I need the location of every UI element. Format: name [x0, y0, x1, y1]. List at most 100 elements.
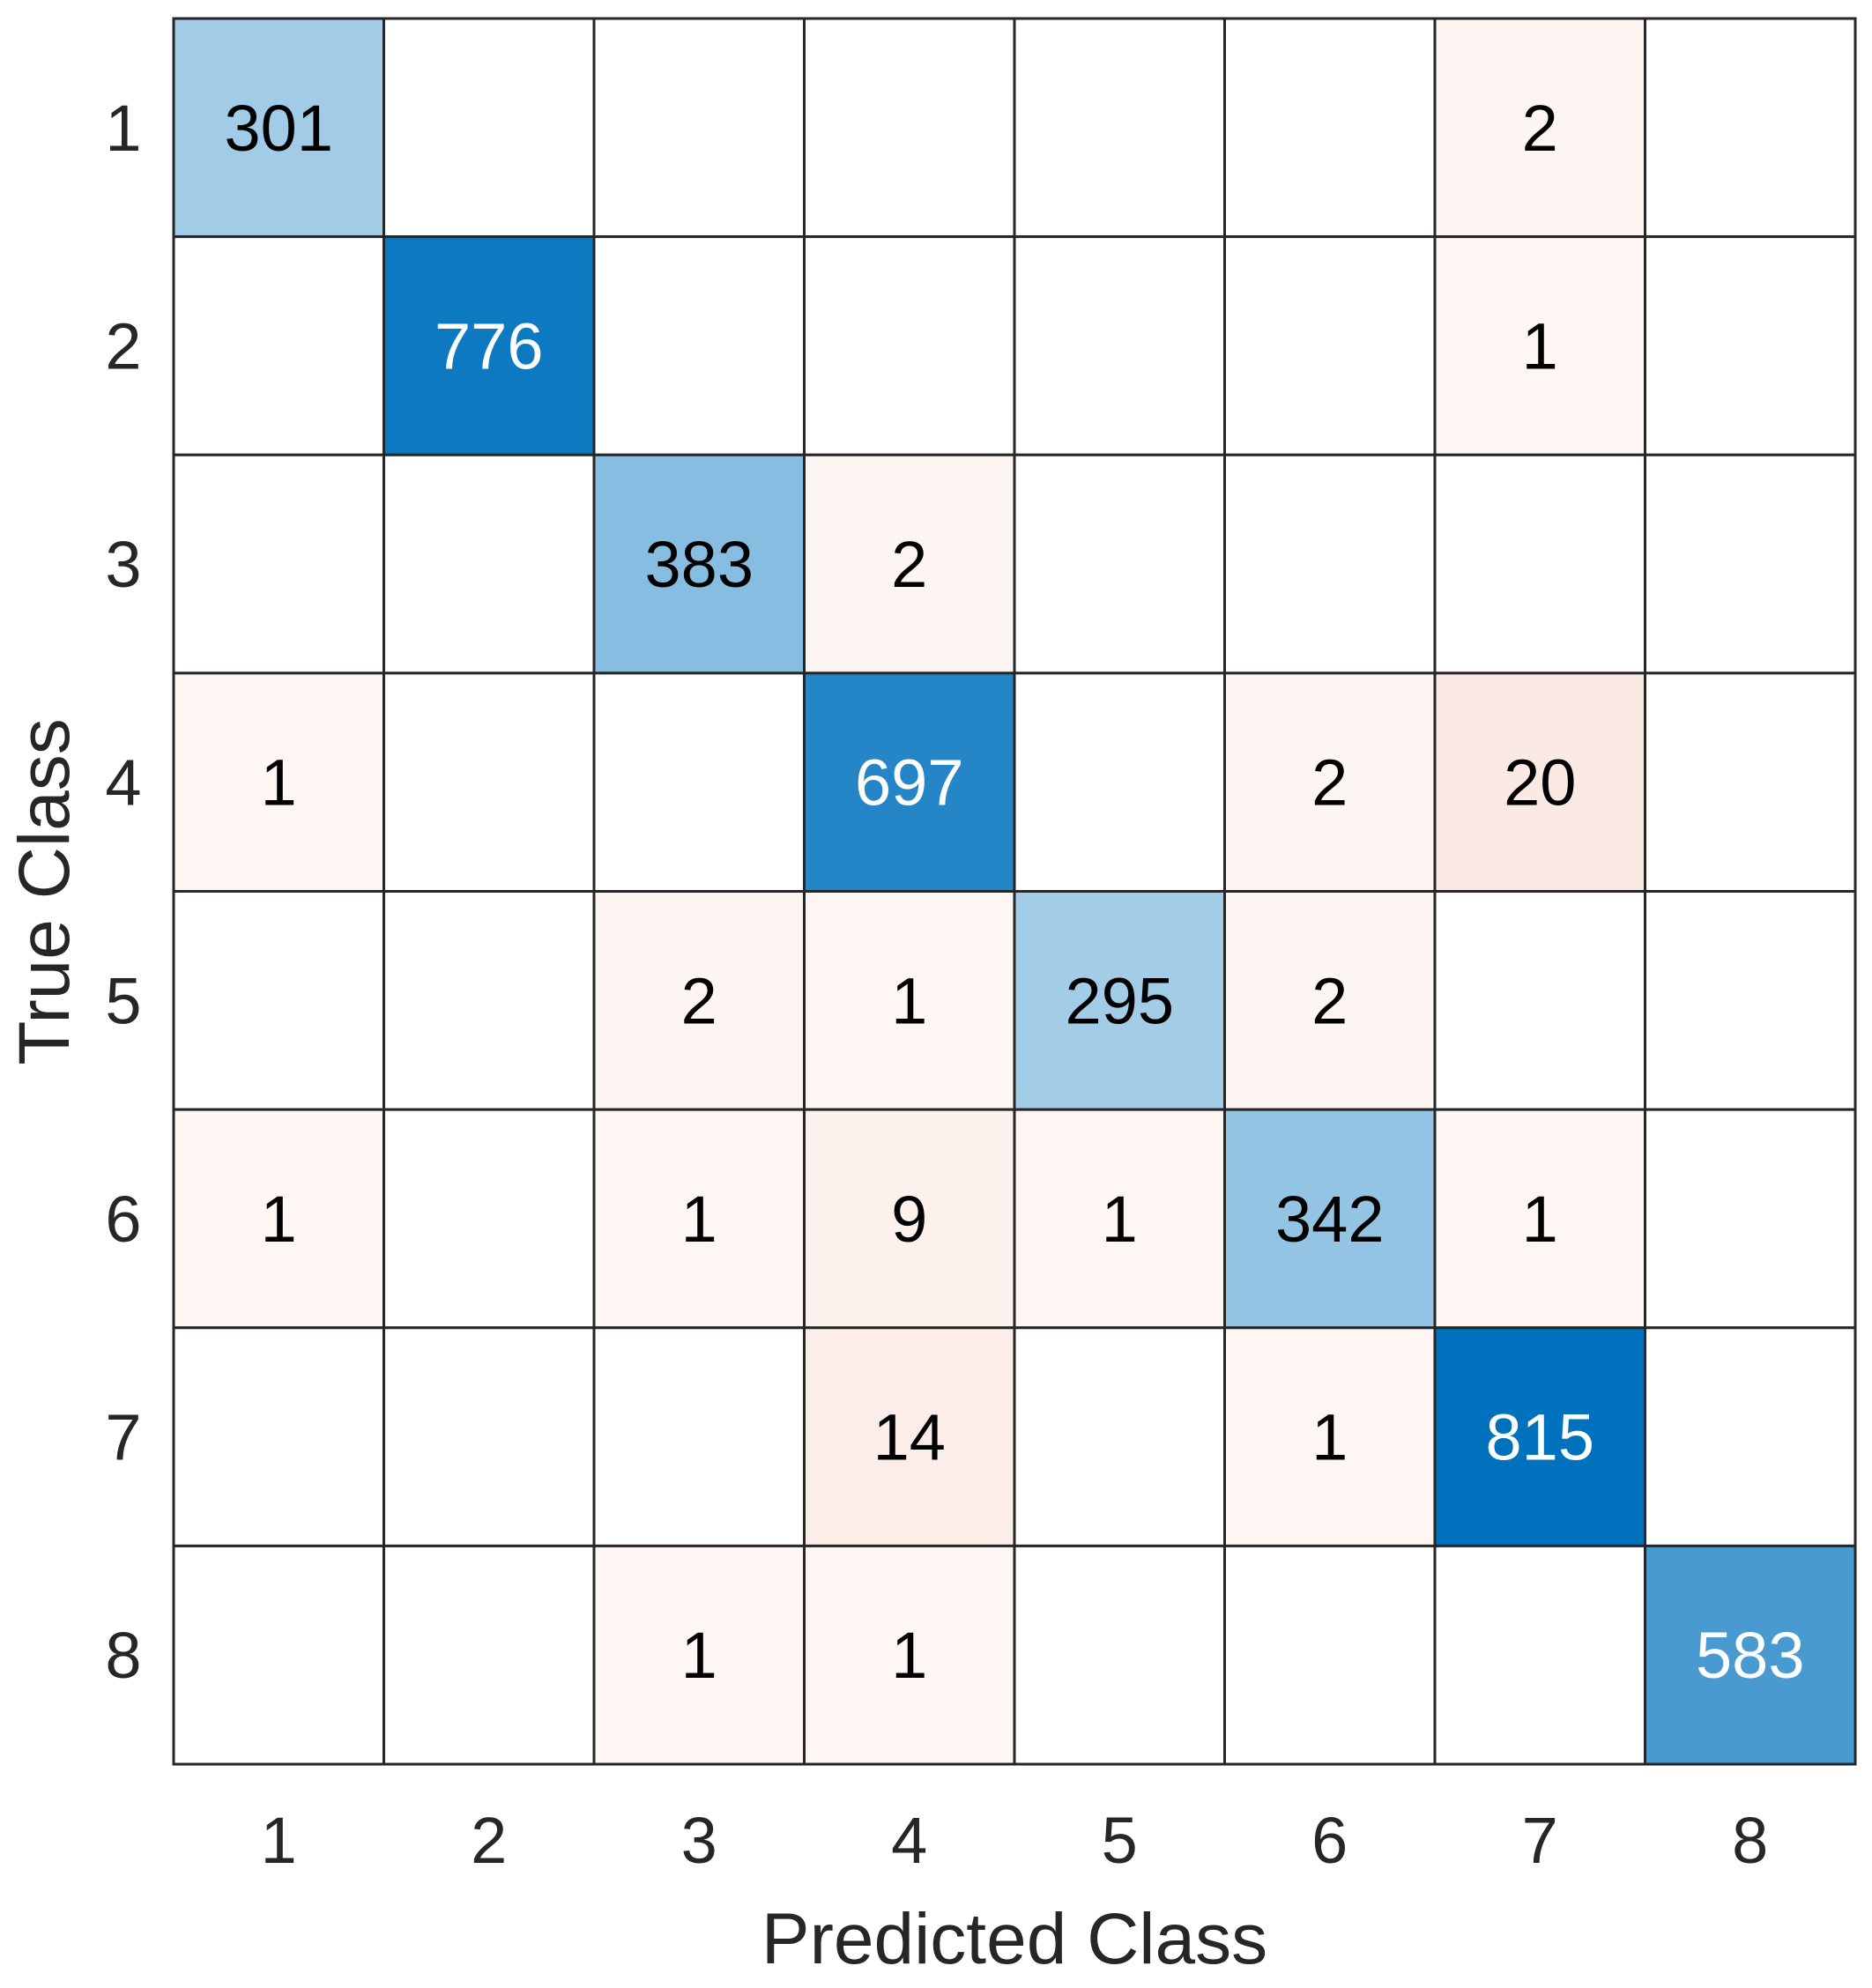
cell-r8-c6 — [1223, 1544, 1437, 1766]
cells-layer: 301 2 776 1 383 2 1 697 2 20 2 1 295 2 1 1 9 1 342 1 14 1 815 1… — [172, 17, 1857, 1766]
cell-r5-c4 — [803, 890, 1016, 1111]
cell-r2-c8 — [1644, 235, 1857, 456]
cell-r2-c1 — [172, 235, 385, 456]
cell-value: 1 — [1102, 1183, 1138, 1256]
cell-r5-c5 — [1013, 890, 1226, 1111]
x-tick-label: 3 — [681, 1804, 717, 1877]
cell-r1-c6 — [1223, 17, 1437, 239]
ticks-layer: 1 2 3 4 5 6 7 8 1 2 3 4 5 6 7 8 — [105, 92, 1768, 1877]
cell-r3-c2 — [383, 453, 596, 675]
cell-r6-c4 — [803, 1108, 1016, 1330]
cell-value: 776 — [435, 309, 543, 382]
cell-value: 2 — [1311, 964, 1348, 1037]
cell-r4-c2 — [383, 671, 596, 893]
cell-r8-c5 — [1013, 1544, 1226, 1766]
cell-r2-c6 — [1223, 235, 1437, 456]
y-tick-label: 8 — [105, 1619, 141, 1692]
cell-value: 815 — [1486, 1401, 1594, 1474]
cell-value: 697 — [855, 746, 963, 820]
cell-value: 583 — [1696, 1619, 1804, 1692]
x-tick-label: 7 — [1522, 1804, 1558, 1877]
cell-value: 1 — [681, 1183, 717, 1256]
x-tick-label: 1 — [261, 1804, 297, 1877]
cell-value: 1 — [681, 1619, 717, 1692]
y-axis-label: True Class — [4, 718, 85, 1064]
cell-value: 2 — [681, 964, 717, 1037]
cell-r3-c4 — [803, 453, 1016, 675]
cell-r6-c5 — [1013, 1108, 1226, 1330]
cell-r6-c8 — [1644, 1108, 1857, 1330]
x-axis-label: Predicted Class — [761, 1899, 1267, 1979]
cell-r1-c1 — [172, 17, 385, 239]
cell-r7-c5 — [1013, 1326, 1226, 1547]
cell-r5-c8 — [1644, 890, 1857, 1111]
cell-r7-c7 — [1433, 1326, 1646, 1547]
cell-r7-c4 — [803, 1326, 1016, 1547]
cell-r7-c3 — [592, 1326, 806, 1547]
cell-value: 2 — [1522, 92, 1558, 165]
cell-r3-c3 — [592, 453, 806, 675]
cell-r4-c5 — [1013, 671, 1226, 893]
cell-r1-c8 — [1644, 17, 1857, 239]
cell-value: 1 — [891, 1619, 927, 1692]
cell-r3-c1 — [172, 453, 385, 675]
cell-r5-c7 — [1433, 890, 1646, 1111]
cell-value: 14 — [873, 1401, 946, 1474]
cell-r6-c3 — [592, 1108, 806, 1330]
cell-r8-c1 — [172, 1544, 385, 1766]
cell-r4-c7 — [1433, 671, 1646, 893]
y-tick-label: 1 — [105, 92, 141, 165]
cell-r3-c7 — [1433, 453, 1646, 675]
y-tick-label: 6 — [105, 1183, 141, 1256]
cell-r1-c4 — [803, 17, 1016, 239]
cell-r3-c6 — [1223, 453, 1437, 675]
y-tick-label: 3 — [105, 528, 141, 601]
cell-value: 9 — [891, 1183, 927, 1256]
cell-r2-c5 — [1013, 235, 1226, 456]
cell-r8-c2 — [383, 1544, 596, 1766]
cell-r2-c2 — [383, 235, 596, 456]
cell-r5-c6 — [1223, 890, 1437, 1111]
cell-value: 1 — [1522, 1183, 1558, 1256]
cell-value: 1 — [891, 964, 927, 1037]
cell-value: 1 — [261, 746, 297, 820]
cell-value: 383 — [645, 528, 754, 601]
cell-r7-c6 — [1223, 1326, 1437, 1547]
cell-r1-c7 — [1433, 17, 1646, 239]
y-tick-label: 5 — [105, 964, 141, 1037]
cell-r1-c2 — [383, 17, 596, 239]
x-tick-label: 8 — [1732, 1804, 1768, 1877]
y-tick-label: 7 — [105, 1401, 141, 1474]
cell-r8-c4 — [803, 1544, 1016, 1766]
x-tick-label: 2 — [471, 1804, 507, 1877]
cell-value: 342 — [1275, 1183, 1384, 1256]
cell-value: 1 — [1311, 1401, 1348, 1474]
cell-r1-c5 — [1013, 17, 1226, 239]
cell-value: 295 — [1066, 964, 1174, 1037]
cell-r2-c3 — [592, 235, 806, 456]
cell-r6-c7 — [1433, 1108, 1646, 1330]
cell-r7-c1 — [172, 1326, 385, 1547]
x-tick-label: 5 — [1102, 1804, 1138, 1877]
cell-r6-c6 — [1223, 1108, 1437, 1330]
cell-r3-c8 — [1644, 453, 1857, 675]
cell-r6-c2 — [383, 1108, 596, 1330]
cell-r5-c1 — [172, 890, 385, 1111]
y-tick-label: 4 — [105, 746, 141, 820]
cell-r8-c7 — [1433, 1544, 1646, 1766]
cell-value: 2 — [891, 528, 927, 601]
cell-r3-c5 — [1013, 453, 1226, 675]
cell-value: 1 — [1522, 309, 1558, 382]
cell-r5-c2 — [383, 890, 596, 1111]
cell-r2-c7 — [1433, 235, 1646, 456]
x-tick-label: 6 — [1311, 1804, 1348, 1877]
cell-r2-c4 — [803, 235, 1016, 456]
cell-value: 301 — [225, 92, 333, 165]
cell-r8-c8 — [1644, 1544, 1857, 1766]
cell-value: 20 — [1504, 746, 1576, 820]
y-tick-label: 2 — [105, 309, 141, 382]
cell-r4-c3 — [592, 671, 806, 893]
cell-value: 1 — [261, 1183, 297, 1256]
cell-value: 2 — [1311, 746, 1348, 820]
